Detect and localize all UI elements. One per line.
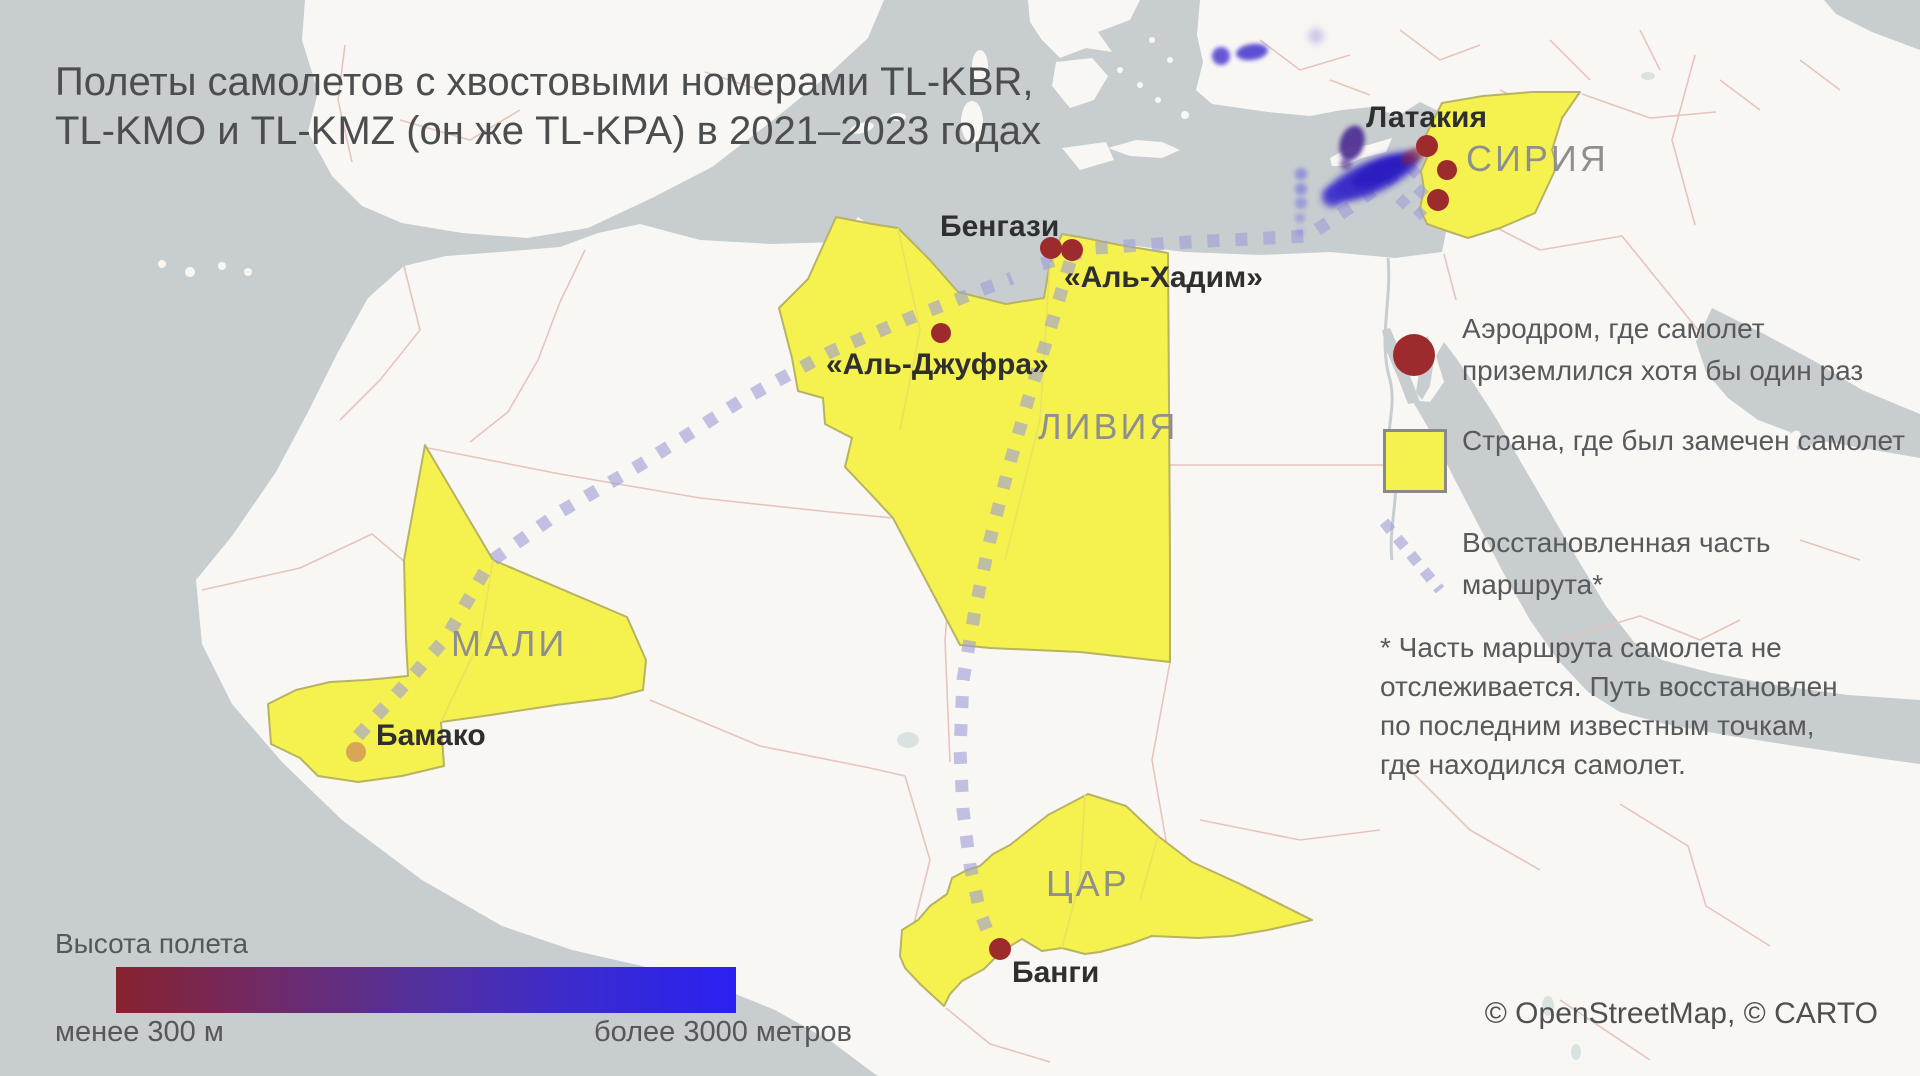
island-sardinia [961,101,983,143]
island-sicily [1062,142,1114,170]
country-car [899,793,1313,1007]
dot-benghazi [1040,237,1062,259]
legend-country-swatch [1383,429,1447,493]
label-car: ЦАР [1046,863,1130,904]
island-crete [1108,140,1180,158]
page-title: Полеты самолетов с хвостовыми номерами T… [55,58,1041,156]
peloponnese [1052,58,1108,108]
reconstructed-routes [353,163,1429,941]
map-attribution: © OpenStreetMap, © CARTO [1484,997,1878,1030]
title-line-1: Полеты самолетов с хвостовыми номерами T… [55,60,1034,104]
label-mali: МАЛИ [451,623,567,664]
airfield-dots [346,135,1457,960]
flight-tracks [1212,28,1425,236]
label-libya: ЛИВИЯ [1038,406,1178,447]
nile-river [1383,257,1398,561]
country-libya [778,216,1171,663]
legend-route-label: Восстановленная часть маршрута* [1462,527,1771,600]
dot-bangui [989,938,1011,960]
legend-airfield-dot-swatch [1393,334,1435,376]
dot-latakia [1416,135,1438,157]
track-west-turkey-2 [1236,43,1268,61]
greece-mainland [1028,0,1140,58]
label-syria: СИРИЯ [1466,138,1609,179]
title-line-2: TL-KMO и TL-KMZ (он же TL-KPA) в 2021–20… [55,109,1041,153]
altitude-min-label: менее 300 м [55,1016,224,1048]
dot-syria-3 [1427,189,1449,211]
label-al-khadim: «Аль-Хадим» [1064,261,1263,294]
legend-footnote: * Часть маршрута самолета не отслеживает… [1380,632,1838,780]
label-bamako: Бамако [376,719,486,752]
route-alkhadim-bangui [953,260,1077,941]
label-bangui: Банги [1012,956,1099,989]
dot-bamako [346,742,366,762]
label-benghazi: Бенгази [940,210,1059,243]
island-corsica [972,50,988,82]
altitude-max-label: более 3000 метров [594,1016,852,1048]
legend-airfield-label: Аэродром, где самолет приземлился хотя б… [1462,313,1864,386]
label-latakia: Латакия [1366,101,1487,134]
legend-route-swatch [1379,518,1445,594]
dot-al-jufra [931,323,951,343]
sea-atlantic-mediterranean [0,0,1452,1076]
legend-country-label: Страна, где был замечен самолет [1462,425,1905,456]
sea-persian-gulf [1696,308,1920,458]
label-al-jufra: «Аль-Джуфра» [826,348,1049,381]
sea-red-sea-gulf-of-aden [1412,342,1920,764]
altitude-legend-title: Высота полета [55,928,249,959]
map-labels: Латакия Бенгази «Аль-Хадим» «Аль-Джуфра»… [376,101,1609,989]
highlighted-countries [267,91,1581,1007]
country-mali [267,444,647,783]
dot-syria-2 [1437,160,1457,180]
qatar-peninsula [1787,430,1801,450]
track-west-turkey-1 [1212,47,1230,65]
sea-caspian-corner [1824,0,1920,50]
altitude-gradient-bar [116,967,736,1013]
track-cyprus-blob [1339,125,1365,161]
dot-al-khadim [1061,239,1083,261]
